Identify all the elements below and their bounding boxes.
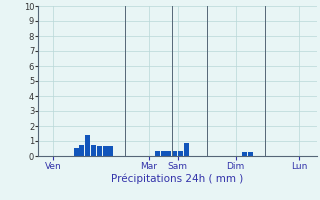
Bar (74, 148, 79, 156)
Bar (91, 145, 96, 156)
Bar (85, 135, 90, 156)
X-axis label: Précipitations 24h ( mm ): Précipitations 24h ( mm ) (111, 173, 244, 184)
Bar (103, 146, 108, 156)
Bar (172, 151, 177, 156)
Bar (79, 145, 84, 156)
Bar (155, 151, 160, 156)
Bar (242, 152, 247, 156)
Bar (178, 151, 183, 156)
Bar (161, 151, 165, 156)
Bar (248, 152, 252, 156)
Bar (97, 146, 102, 156)
Bar (166, 151, 172, 156)
Bar (184, 142, 189, 156)
Bar (108, 146, 113, 156)
